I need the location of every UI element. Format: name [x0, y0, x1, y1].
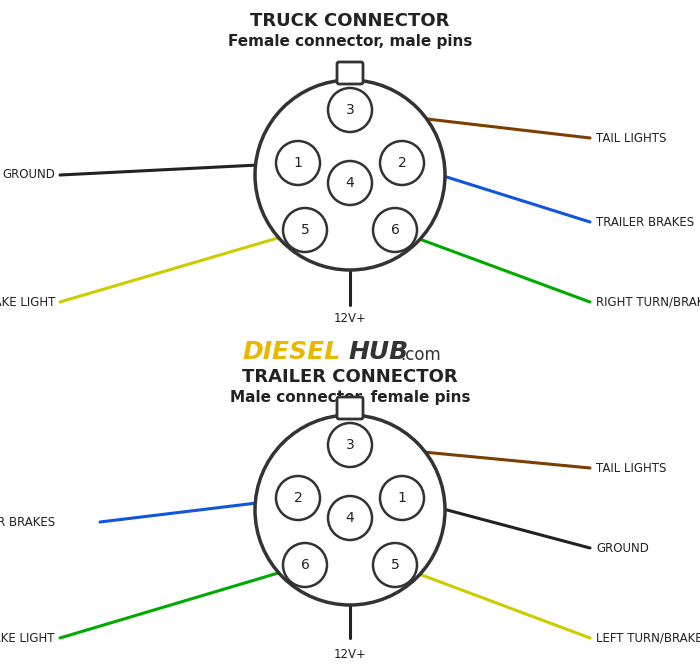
Text: GROUND: GROUND [2, 169, 55, 181]
Text: 12V+: 12V+ [334, 312, 366, 325]
Text: 6: 6 [391, 223, 400, 237]
Text: 5: 5 [391, 558, 400, 572]
Text: TRAILER BRAKES: TRAILER BRAKES [596, 216, 694, 228]
Text: LEFT TURN/BRAKE LIGHT: LEFT TURN/BRAKE LIGHT [0, 296, 55, 308]
Text: TRAILER BRAKES: TRAILER BRAKES [0, 515, 55, 528]
Circle shape [380, 476, 424, 520]
Text: TRAILER CONNECTOR: TRAILER CONNECTOR [242, 368, 458, 386]
Circle shape [328, 88, 372, 132]
Circle shape [373, 543, 417, 587]
FancyBboxPatch shape [337, 62, 363, 84]
Circle shape [276, 476, 320, 520]
Circle shape [380, 141, 424, 185]
Text: 6: 6 [300, 558, 309, 572]
Text: 5: 5 [300, 223, 309, 237]
Text: TRUCK CONNECTOR: TRUCK CONNECTOR [251, 12, 449, 30]
Circle shape [328, 496, 372, 540]
Text: Female connector, male pins: Female connector, male pins [228, 34, 472, 49]
Circle shape [255, 80, 445, 270]
Circle shape [373, 208, 417, 252]
Text: 2: 2 [293, 491, 302, 505]
Text: DIESEL: DIESEL [242, 340, 340, 364]
Circle shape [328, 161, 372, 205]
Text: 3: 3 [346, 103, 354, 117]
Text: TAIL LIGHTS: TAIL LIGHTS [596, 462, 666, 474]
Text: RIGHT TURN/BRAKE LIGHT: RIGHT TURN/BRAKE LIGHT [596, 296, 700, 308]
Text: .com: .com [400, 346, 441, 364]
Text: HUB: HUB [348, 340, 408, 364]
Text: TAIL LIGHTS: TAIL LIGHTS [596, 132, 666, 144]
Text: 2: 2 [398, 156, 407, 170]
Circle shape [276, 141, 320, 185]
Text: 4: 4 [346, 176, 354, 190]
Text: 1: 1 [398, 491, 407, 505]
FancyBboxPatch shape [337, 397, 363, 419]
Text: GROUND: GROUND [596, 542, 649, 554]
Text: Male connector, female pins: Male connector, female pins [230, 390, 470, 405]
Circle shape [283, 543, 327, 587]
Text: 1: 1 [293, 156, 302, 170]
Text: 4: 4 [346, 511, 354, 525]
Circle shape [255, 415, 445, 605]
Text: 3: 3 [346, 438, 354, 452]
Circle shape [328, 423, 372, 467]
Text: LEFT TURN/BRAKE LIGHT: LEFT TURN/BRAKE LIGHT [596, 632, 700, 644]
Text: RIGHT TURN/BRAKE LIGHT: RIGHT TURN/BRAKE LIGHT [0, 632, 55, 644]
Circle shape [283, 208, 327, 252]
Text: 12V+: 12V+ [334, 648, 366, 661]
